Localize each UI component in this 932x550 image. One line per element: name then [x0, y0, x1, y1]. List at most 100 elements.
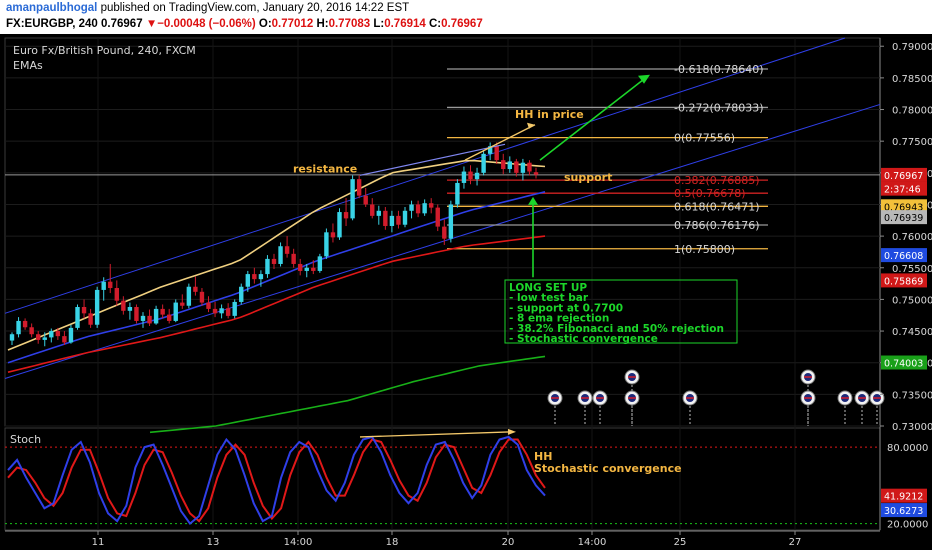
- candle-body: [173, 302, 178, 321]
- candle-body: [284, 246, 290, 254]
- candle-body: [108, 281, 113, 289]
- fib-level-label: -0.272(0.78033): [674, 101, 764, 114]
- stoch-convergence-label: Stochastic convergence: [534, 462, 682, 475]
- channel-upper-line: [4, 37, 846, 314]
- candle-body: [337, 212, 342, 238]
- price-tag: [881, 167, 927, 182]
- price-tag-label: 2:37:46: [884, 185, 921, 196]
- candle-body: [94, 289, 100, 325]
- trend-channel: [4, 37, 881, 380]
- candle-body: [140, 315, 146, 321]
- price-chart[interactable]: -0.618(0.78640) -0.272(0.78033) 0(0.77556)…: [0, 34, 932, 550]
- candle-body: [481, 153, 486, 173]
- candle-body: [81, 307, 87, 314]
- price-tick-label: 0.75500: [892, 264, 932, 275]
- ema-line: [7, 235, 546, 373]
- candle-body: [258, 274, 264, 280]
- price-tick-label: 0.74500: [892, 327, 932, 338]
- price-tick-label: 0.73000: [892, 422, 932, 433]
- candle-body: [304, 267, 309, 271]
- price-tick-label: 0.78000: [892, 106, 932, 117]
- price-tick-label: 0.75000: [892, 295, 932, 306]
- candle-body: [311, 267, 316, 271]
- candle-body: [396, 215, 401, 225]
- price-change: −0.00048 (−0.06%): [157, 18, 256, 30]
- candle-body: [212, 308, 218, 314]
- candle-body: [461, 171, 467, 183]
- candle-body: [22, 320, 28, 328]
- stoch-k-line: [7, 435, 546, 526]
- candle-body: [55, 331, 61, 337]
- stoch-label: Stoch: [10, 433, 41, 446]
- time-tick-label: 18: [386, 537, 399, 548]
- chart-title: Euro Fx/British Pound, 240, FXCM: [13, 44, 196, 57]
- candle-body: [160, 308, 165, 315]
- candle-body: [291, 253, 296, 264]
- price-tag: [881, 355, 927, 370]
- setup-text-line: - 8 ema rejection: [509, 313, 609, 325]
- time-tick-label: 25: [674, 537, 687, 548]
- fib-level-label: 0(0.77556): [674, 132, 735, 145]
- resistance-label: resistance: [293, 162, 357, 175]
- candle-body: [383, 210, 388, 226]
- price-tag: [881, 273, 927, 288]
- symbol[interactable]: FX:EURGBP, 240: [6, 18, 98, 30]
- candle-body: [271, 258, 277, 264]
- fibonacci-extension[interactable]: -0.618(0.78640) -0.272(0.78033) 0(0.77556)…: [447, 63, 768, 256]
- candle-body: [278, 246, 283, 264]
- low-value: 0.76914: [384, 18, 426, 30]
- price-tag: [881, 181, 927, 196]
- stoch-value-tag: [881, 503, 927, 518]
- setup-text-line: LONG SET UP: [509, 282, 587, 294]
- candle-body: [252, 274, 257, 280]
- candle-body: [232, 301, 237, 316]
- fib-level-label: 0.786(0.76176): [674, 219, 760, 232]
- high-label: H:: [316, 18, 329, 30]
- setup-text-line: - 38.2% Fibonacci and 50% rejection: [509, 323, 724, 335]
- quote-line: FX:EURGBP, 240 0.76967 ▼−0.00048 (−0.06%…: [6, 18, 483, 30]
- stoch-d-line: [7, 438, 546, 523]
- price-tag: [881, 210, 927, 225]
- candle-body: [16, 320, 21, 335]
- price-tick-label: 0.73500: [892, 390, 932, 401]
- candle-body: [448, 204, 454, 239]
- setup-text-line: - low test bar: [509, 292, 589, 304]
- author-link[interactable]: amanpaulbhogal: [6, 2, 98, 14]
- candle-body: [527, 162, 532, 172]
- candle-body: [245, 274, 250, 287]
- candle-body: [121, 300, 126, 311]
- low-label: L:: [373, 18, 385, 30]
- price-tag-label: 0.74003: [884, 359, 923, 370]
- candle-body: [206, 302, 211, 309]
- fib-level-label: 1(0.75800): [674, 243, 735, 256]
- candle-body: [429, 203, 434, 208]
- grid: [5, 38, 880, 530]
- candle-body: [88, 313, 93, 325]
- price-tag-label: 0.76939: [884, 213, 923, 224]
- target-arrow-line: [539, 75, 649, 161]
- resistance-line: [359, 143, 506, 176]
- fib-level-label: 0.618(0.76471): [674, 200, 760, 213]
- candle-body: [376, 210, 381, 216]
- candle-body: [127, 307, 133, 311]
- candle-body: [147, 315, 152, 324]
- candle-body: [153, 308, 159, 324]
- candle-body: [219, 308, 224, 314]
- price-tag: [881, 248, 927, 263]
- hh-arrowhead-icon: [527, 122, 535, 129]
- time-axis: 11 13 14:00 18 20 14:00 25 27: [5, 530, 880, 548]
- price-tag-label: 0.76943: [884, 202, 923, 213]
- candle-body: [422, 203, 427, 214]
- candle-body: [298, 263, 303, 271]
- support-label: support: [564, 171, 612, 184]
- candle-body: [507, 161, 512, 170]
- stoch-hh-label: HH: [534, 450, 552, 463]
- stoch-divergence-line: [359, 431, 513, 438]
- candle-body: [350, 179, 355, 219]
- setup-arrowhead-icon: [528, 196, 538, 205]
- setup-text-line: - Stochastic convergence: [509, 333, 658, 345]
- price-tick-label: 0.78500: [892, 74, 932, 85]
- time-tick-label: 27: [789, 537, 802, 548]
- candle-body: [363, 195, 368, 205]
